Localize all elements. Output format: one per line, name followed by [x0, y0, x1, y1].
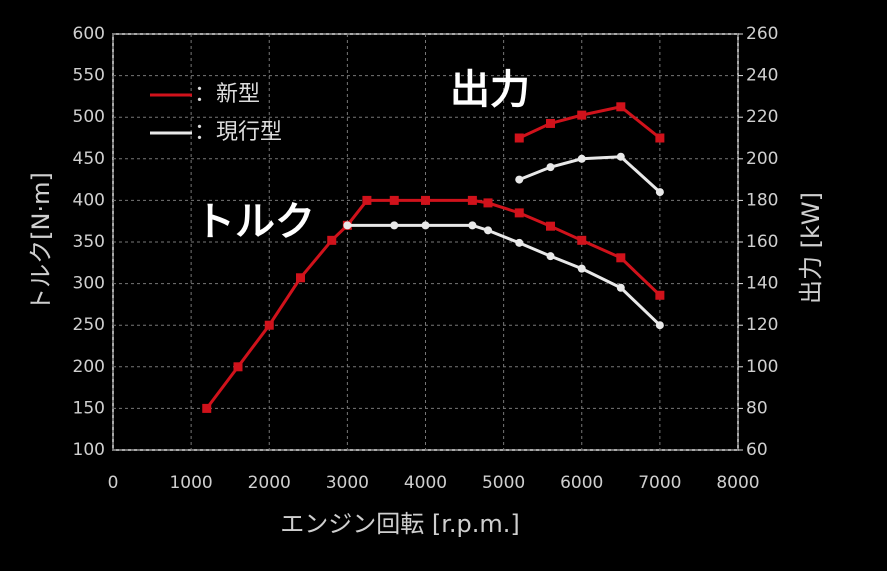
y-tick-label: 250 [73, 315, 105, 335]
point [616, 253, 626, 263]
y2-tick-label: 200 [746, 149, 778, 169]
series-line [205, 198, 661, 410]
point [577, 235, 587, 245]
point [616, 152, 625, 161]
point [343, 221, 352, 230]
x-tick-label: 3000 [326, 473, 369, 493]
y2-axis-label: 出力 [kW] [797, 192, 825, 304]
point [468, 221, 477, 230]
x-axis-label: エンジン回転 [r.p.m.] [280, 510, 520, 538]
point [546, 118, 555, 128]
y-tick-label: 200 [73, 357, 105, 377]
y-tick-label: 350 [73, 232, 105, 252]
point [362, 195, 372, 205]
x-tick-label: 0 [108, 473, 119, 493]
point [514, 208, 524, 218]
point [546, 252, 555, 261]
point [233, 362, 243, 372]
y-tick-label: 100 [73, 440, 105, 460]
x-tick-label: 8000 [716, 473, 759, 493]
y-tick-label: 400 [73, 190, 105, 210]
y-axis-label: トルク[N·m] [27, 172, 55, 312]
point [390, 221, 399, 230]
point [327, 235, 337, 245]
point [514, 133, 524, 143]
point [655, 321, 664, 330]
point [577, 110, 587, 120]
y2-tick-label: 240 [746, 66, 778, 86]
point [421, 195, 430, 205]
point [616, 102, 626, 112]
x-tick-label: 6000 [560, 473, 603, 493]
y2-tick-label: 80 [746, 398, 768, 418]
y2-tick-label: 180 [746, 190, 778, 210]
point [421, 221, 430, 230]
point [515, 238, 524, 247]
y-tick-label: 300 [73, 274, 105, 294]
y-tick-label: 150 [73, 398, 105, 418]
annotation: 出力 [450, 67, 530, 113]
y2-tick-label: 100 [746, 357, 778, 377]
point [616, 283, 625, 292]
x-tick-label: 4000 [404, 473, 447, 493]
point [515, 175, 524, 184]
y2-tick-label: 140 [746, 274, 778, 294]
x-tick-label: 1000 [169, 473, 212, 493]
point [546, 221, 555, 231]
series-line [347, 223, 661, 327]
legend-label: ：新型 [194, 82, 260, 107]
point [655, 133, 665, 143]
y2-tick-label: 260 [746, 24, 778, 44]
point [577, 264, 586, 273]
point [484, 226, 492, 235]
y2-tick-label: 60 [746, 440, 768, 460]
y2-tick-label: 220 [746, 107, 778, 127]
y-tick-label: 550 [73, 66, 105, 86]
point [467, 195, 477, 205]
annotation: トルク [195, 199, 315, 245]
x-tick-label: 2000 [248, 473, 291, 493]
series-line [518, 105, 661, 140]
series-line [518, 155, 661, 194]
point [483, 198, 493, 208]
x-tick-label: 5000 [482, 473, 525, 493]
x-tick-label: 7000 [638, 473, 681, 493]
point [577, 154, 586, 163]
point [264, 320, 274, 330]
y2-tick-label: 120 [746, 315, 778, 335]
y-tick-label: 500 [73, 107, 105, 127]
y-tick-label: 450 [73, 149, 105, 169]
point [202, 403, 212, 413]
legend-label: ：現行型 [194, 120, 282, 145]
point [655, 290, 665, 300]
y2-tick-label: 160 [746, 232, 778, 252]
y-tick-label: 600 [73, 24, 105, 44]
point [655, 188, 664, 197]
point [546, 163, 555, 172]
point [389, 195, 399, 205]
point [296, 273, 305, 283]
